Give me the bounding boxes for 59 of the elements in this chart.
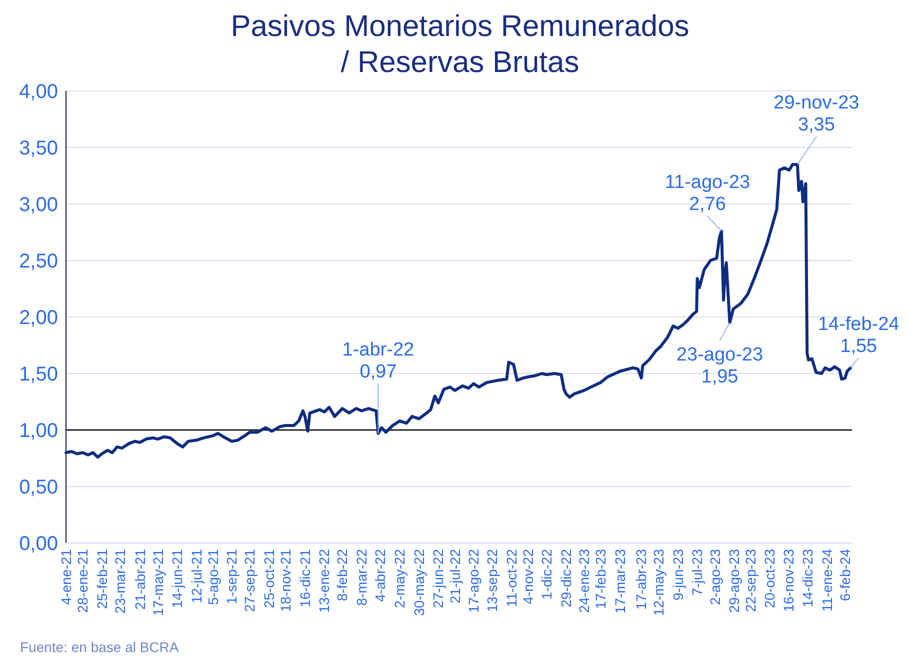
y-tick-label: 0,50	[19, 476, 58, 498]
y-tick-label: 3,00	[19, 194, 58, 216]
x-tick-label: 11-ene-24	[819, 548, 836, 612]
y-tick-label: 2,50	[19, 250, 58, 272]
x-tick-label: 7-jul-23	[689, 548, 706, 596]
source-note: Fuente: en base al BCRA	[20, 639, 180, 655]
x-tick-label: 23-mar-21	[112, 548, 128, 614]
y-tick-label: 1,50	[19, 364, 58, 386]
x-tick-label: 28-ene-21	[74, 548, 90, 613]
x-tick-label: 17-may-21	[150, 548, 166, 616]
y-tick-label: 0,00	[19, 533, 58, 555]
x-tick-label: 17-feb-23	[592, 548, 608, 609]
x-tick-label: 30-may-22	[410, 548, 427, 616]
x-tick-label: 8-mar-22	[354, 548, 370, 606]
y-tick-label: 3,50	[19, 138, 58, 160]
x-tick-label: 27-jun-22	[430, 548, 446, 608]
x-tick-label: 16-dic-21	[296, 548, 313, 608]
x-tick-label: 14-jun-21	[169, 548, 186, 608]
x-tick-label: 12-may-23	[650, 548, 667, 616]
x-tick-label: 27-sep-21	[242, 548, 258, 612]
x-tick-label: 13-ene-22	[316, 548, 332, 613]
x-tick-label: 21-abr-21	[132, 548, 148, 610]
x-tick-label: 24-ene-23	[576, 548, 592, 613]
x-tick-label: 18-nov-21	[278, 548, 294, 612]
x-tick-label: 13-sep-22	[484, 548, 500, 612]
annotation: 1-abr-22 0,97	[342, 339, 414, 382]
annotation: 29-nov-23 3,35	[774, 92, 860, 136]
x-tick-label: 16-nov-23	[780, 548, 796, 612]
x-tick-label: 17-abr-23	[633, 548, 650, 610]
x-tick-label: 17-mar-23	[612, 548, 628, 614]
x-tick-label: 22-sep-23	[742, 548, 758, 612]
x-tick-label: 5-ago-21	[205, 548, 222, 606]
x-tick-label: 21-jul-22	[446, 548, 463, 604]
annotation: 11-ago-23 2,76	[664, 172, 750, 216]
x-tick-label: 29-ago-23	[726, 548, 742, 613]
x-tick-label: 25-feb-21	[94, 548, 110, 609]
x-tick-label: 9-jun-23	[670, 548, 686, 600]
x-tick-label: 8-feb-22	[334, 548, 350, 602]
y-tick-label: 2,00	[19, 307, 58, 329]
annotation: 14-feb-24 1,55	[818, 314, 900, 357]
x-tick-label: 12-jul-21	[188, 548, 204, 604]
x-tick-label: 11-oct-22	[503, 548, 520, 608]
y-tick-label: 1,00	[19, 420, 58, 442]
x-tick-label: 4-ene-21	[58, 548, 74, 606]
y-tick-label: 4,00	[19, 81, 58, 103]
x-tick-label: 6-feb-24	[836, 548, 853, 602]
x-tick-label: 29-dic-22	[558, 548, 574, 608]
x-tick-label: 4-abr-22	[372, 548, 388, 602]
x-tick-label: 2-may-22	[392, 548, 408, 608]
annotation: 23-ago-23 1,95	[676, 344, 764, 388]
x-tick-label: 20-oct-23	[762, 548, 778, 608]
x-tick-label: 25-oct-21	[260, 548, 277, 608]
x-tick-label: 2-ago-23	[707, 548, 724, 606]
x-tick-label: 14-dic-23	[800, 548, 816, 608]
x-tick-label: 17-ago-22	[465, 548, 482, 613]
x-tick-label: 1-dic-22	[538, 548, 555, 600]
x-tick-label: 1-sep-21	[224, 548, 240, 604]
x-tick-label: 4-nov-22	[520, 548, 536, 604]
chart-title: Pasivos Monetarios Remunerados / Reservas Brutas	[230, 10, 690, 79]
